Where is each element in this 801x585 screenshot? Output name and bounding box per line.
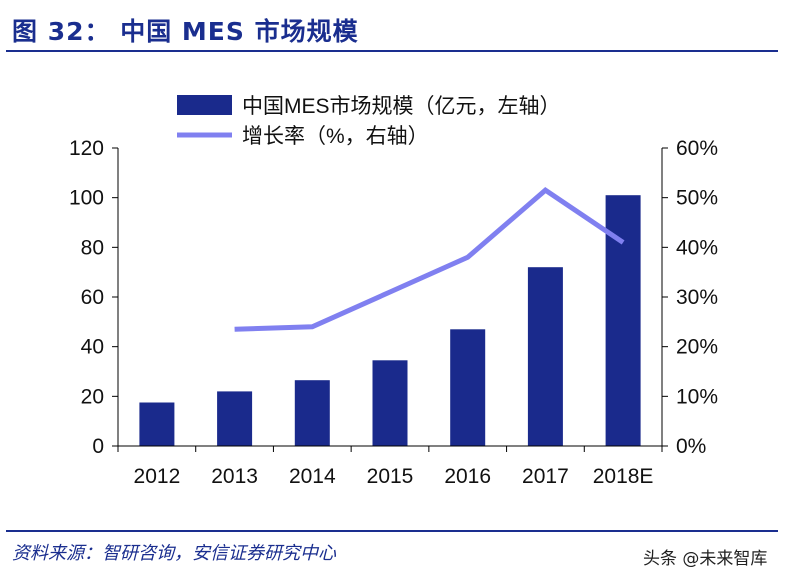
bar-series <box>139 195 641 446</box>
bar-2014 <box>294 380 330 446</box>
left-tick-label: 80 <box>81 236 104 259</box>
right-tick-label: 10% <box>676 385 718 408</box>
bar-2012 <box>139 402 175 446</box>
right-tick-label: 40% <box>676 236 718 259</box>
x-tick-label: 2018E <box>593 465 654 488</box>
left-tick-label: 100 <box>69 187 104 210</box>
source-divider <box>6 530 778 532</box>
right-tick-label: 30% <box>676 286 718 309</box>
legend-line-label: 增长率（%，右轴） <box>242 125 429 148</box>
left-tick-label: 0 <box>92 435 104 458</box>
x-tick-label: 2016 <box>444 465 491 488</box>
bar-2013 <box>217 391 253 446</box>
bar-2017 <box>527 267 563 446</box>
x-tick-label: 2017 <box>522 465 569 488</box>
x-tick-label: 2013 <box>211 465 258 488</box>
legend-bar-swatch <box>177 95 232 115</box>
watermark: 头条 @未来智库 <box>643 549 768 569</box>
left-tick-label: 40 <box>81 336 104 359</box>
mes-market-chart: 中国MES市场规模（亿元，左轴） 增长率（%，右轴） 0 20 40 60 80 100 12… <box>69 95 718 488</box>
x-tick-label: 2015 <box>367 465 414 488</box>
figure-title: 图 32： 中国 MES 市场规模 <box>12 17 359 46</box>
right-tick-label: 50% <box>676 187 718 210</box>
source-note: 资料来源：智研咨询，安信证券研究中心 <box>12 543 336 564</box>
legend-bar-label: 中国MES市场规模（亿元，左轴） <box>242 95 561 118</box>
bar-2015 <box>372 360 408 446</box>
bar-2016 <box>450 329 486 446</box>
x-tick-label: 2014 <box>289 465 336 488</box>
x-tick-label: 2012 <box>134 465 181 488</box>
legend: 中国MES市场规模（亿元，左轴） 增长率（%，右轴） <box>177 95 561 148</box>
right-tick-label: 60% <box>676 137 718 160</box>
line-series <box>234 187 625 332</box>
left-tick-label: 60 <box>81 286 104 309</box>
right-tick-label: 20% <box>676 336 718 359</box>
left-tick-label: 20 <box>81 385 104 408</box>
axes: 0 20 40 60 80 100 120 0% 10% 20% 30% 40% 50% 60% 2012 2… <box>69 137 718 488</box>
growth-rate-line <box>234 187 625 332</box>
title-divider <box>6 50 778 52</box>
left-tick-label: 120 <box>69 137 104 160</box>
right-tick-label: 0% <box>676 435 706 458</box>
